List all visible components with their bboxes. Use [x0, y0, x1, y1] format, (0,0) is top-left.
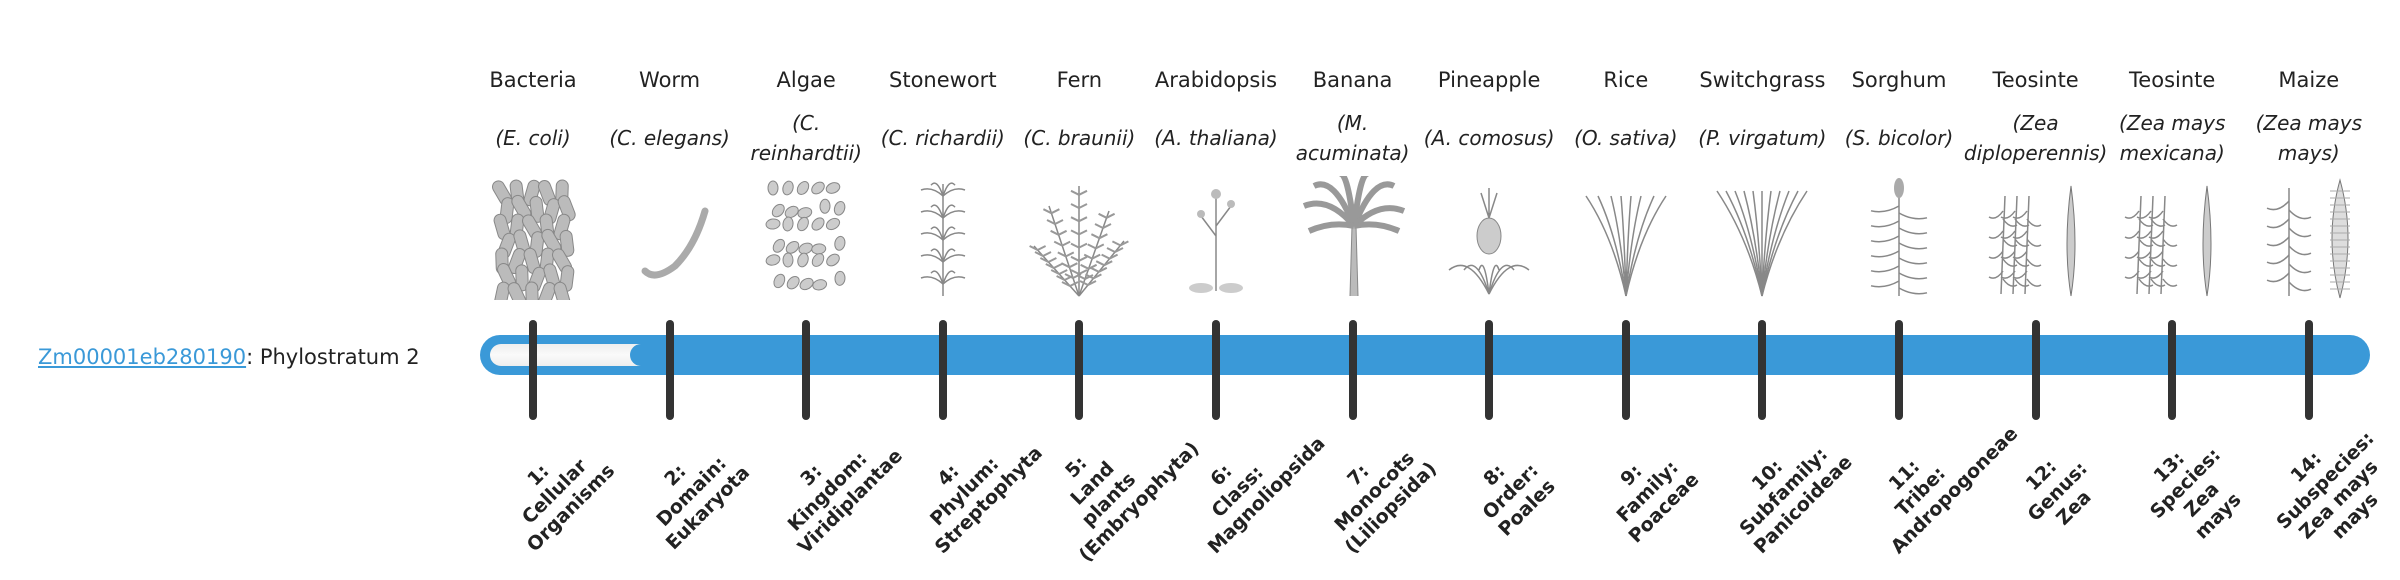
- taxonomic-rank-label: 14: Subspecies: Zea mays mays: [2256, 417, 2400, 567]
- stratum-column: Fern (C. braunii): [1011, 62, 1147, 302]
- pineapple-illustration-icon: [1421, 174, 1557, 302]
- latin-name: (A. thaliana): [1154, 126, 1278, 150]
- stratum-tick: [1621, 320, 1630, 420]
- stratum-column: Sorghum (S. bicolor): [1831, 62, 1967, 302]
- common-name: Maize: [2278, 68, 2340, 92]
- gene-id-link[interactable]: Zm00001eb280190: [38, 345, 247, 369]
- stratum-column: Teosinte (Zea diploperennis): [1963, 62, 2108, 302]
- taxonomic-rank-label: 5: Land plants (Embryophyta): [1026, 417, 1203, 567]
- latin-name: (Zea mays mays): [2255, 111, 2362, 165]
- taxonomic-rank-label: 7: Monocots (Liliopsida): [1308, 425, 1442, 559]
- phylostratum-text: : Phylostratum 2: [246, 345, 420, 369]
- stratum-column: Teosinte (Zea mays mexicana): [2104, 62, 2240, 302]
- common-name: Sorghum: [1851, 68, 1947, 92]
- taxonomic-rank-label: 11: Tribe: Andropogoneae: [1854, 423, 2023, 559]
- common-name: Fern: [1056, 68, 1103, 92]
- taxonomic-rank-label: 8: Order: Poales: [1444, 425, 1578, 559]
- stonewort-illustration-icon: [875, 174, 1011, 302]
- progress-marker: [630, 344, 654, 366]
- latin-name: (E. coli): [495, 126, 571, 150]
- maize-illustration-icon: [2241, 174, 2377, 302]
- stratum-tick: [2031, 320, 2040, 420]
- latin-name: (P. virgatum): [1698, 126, 1827, 150]
- latin-name: (A. comosus): [1423, 126, 1555, 150]
- taxonomic-rank-label: 13: Species: Zea mays: [2119, 417, 2269, 567]
- stratum-tick: [1348, 320, 1357, 420]
- common-name: Teosinte: [2129, 68, 2216, 92]
- stratum-tick: [2168, 320, 2177, 420]
- common-name: Pineapple: [1437, 68, 1541, 92]
- taxonomic-rank-label: 1: Cellular Organisms: [488, 425, 622, 559]
- latin-name: (C. reinhardtii): [750, 111, 862, 165]
- stratum-column: Rice (O. sativa): [1558, 62, 1694, 302]
- stratum-column: Arabidopsis (A. thaliana): [1148, 62, 1284, 302]
- stratum-column: Bacteria (E. coli): [465, 62, 601, 302]
- latin-name: (C. richardii): [880, 126, 1005, 150]
- stratum-tick: [1485, 320, 1494, 420]
- gene-phylostratum-label: Zm00001eb280190: Phylostratum 2: [38, 343, 420, 371]
- stratum-tick: [2304, 320, 2313, 420]
- stratum-column: Stonewort (C. richardii): [875, 62, 1011, 302]
- latin-name: (Zea mays mexicana): [2118, 111, 2226, 165]
- stratum-tick: [1758, 320, 1767, 420]
- latin-name: (Zea diploperennis): [1963, 111, 2108, 165]
- stratum-tick: [802, 320, 811, 420]
- stratum-tick: [529, 320, 537, 420]
- taxonomic-rank-label: 3: Kingdom: Viridiplantae: [761, 425, 907, 559]
- stratum-tick: [1075, 320, 1084, 420]
- taxonomic-rank-label: 9: Family: Poaceae: [1581, 425, 1715, 559]
- common-name: Bacteria: [489, 68, 577, 92]
- phylostratum-progress-bar: [480, 335, 2370, 375]
- algae-illustration-icon: [738, 174, 874, 302]
- progress-empty-segment: [490, 344, 650, 366]
- common-name: Arabidopsis: [1154, 68, 1278, 92]
- common-name: Stonewort: [889, 68, 997, 92]
- fern-illustration-icon: [1011, 174, 1147, 302]
- arabidopsis-illustration-icon: [1148, 174, 1284, 302]
- sorghum-illustration-icon: [1831, 174, 1967, 302]
- worm-illustration-icon: [602, 174, 738, 302]
- teosinte-illustration-icon: [2104, 174, 2240, 302]
- latin-name: (M. acuminata): [1295, 111, 1410, 165]
- rice-illustration-icon: [1558, 174, 1694, 302]
- banana-illustration-icon: [1285, 174, 1421, 302]
- stratum-tick: [1212, 320, 1220, 420]
- latin-name: (S. bicolor): [1844, 126, 1954, 150]
- taxonomic-rank-label: 2: Domain: Eukaryota: [625, 425, 759, 559]
- stratum-tick: [938, 320, 947, 420]
- bacteria-illustration-icon: [465, 174, 601, 302]
- common-name: Algae: [776, 68, 836, 92]
- stratum-column: Algae (C. reinhardtii): [738, 62, 874, 302]
- taxonomic-rank-label: 10: Subfamily: Panicoideae: [1718, 425, 1857, 559]
- latin-name: (C. elegans): [609, 126, 730, 150]
- stratum-tick: [1895, 320, 1903, 420]
- stratum-column: Banana (M. acuminata): [1285, 62, 1421, 302]
- stratum-column: Worm (C. elegans): [602, 62, 738, 302]
- teosinte-illustration-icon: [1968, 174, 2104, 302]
- latin-name: (C. braunii): [1023, 126, 1136, 150]
- stratum-column: Switchgrass (P. virgatum): [1694, 62, 1830, 302]
- latin-name: (O. sativa): [1574, 126, 1678, 150]
- common-name: Rice: [1603, 68, 1649, 92]
- switchgrass-illustration-icon: [1694, 174, 1830, 302]
- common-name: Switchgrass: [1699, 68, 1826, 92]
- stratum-column: Pineapple (A. comosus): [1421, 62, 1557, 302]
- taxonomic-rank-label: 4: Phylum: Streptophyta: [898, 425, 1047, 559]
- stratum-column: Maize (Zea mays mays): [2241, 62, 2377, 302]
- stratum-tick: [665, 320, 674, 420]
- common-name: Teosinte: [1992, 68, 2079, 92]
- common-name: Worm: [639, 68, 701, 92]
- common-name: Banana: [1312, 68, 1393, 92]
